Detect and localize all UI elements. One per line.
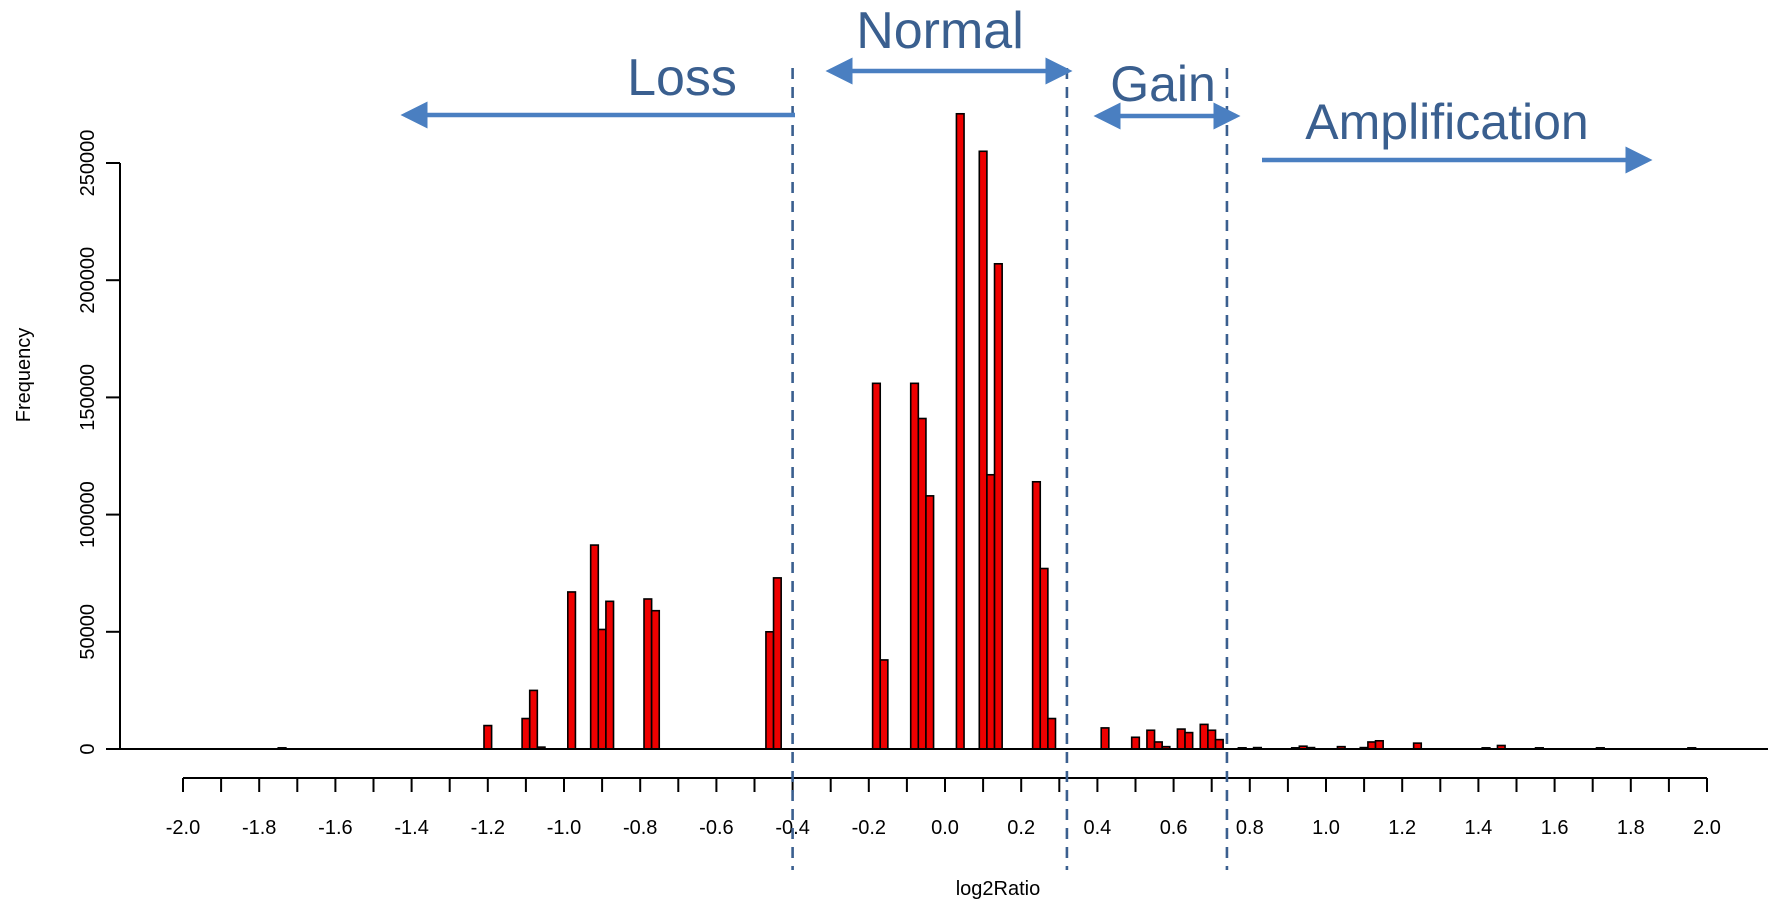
- x-tick-label: 0.0: [931, 817, 959, 839]
- region-annotations: Loss Normal Gain Amplification: [400, 2, 1653, 174]
- histogram-bar: [1039, 567, 1049, 750]
- histogram-bar: [1367, 741, 1377, 750]
- histogram-bar: [483, 724, 493, 750]
- y-tick-label: 150000: [77, 364, 99, 431]
- histogram-bar: [1100, 727, 1110, 750]
- x-tick-label: -0.8: [623, 817, 657, 839]
- histogram-bar: [1199, 723, 1209, 750]
- y-tick-label: 0: [77, 743, 99, 754]
- x-tick-label: -1.8: [242, 817, 276, 839]
- histogram-bar: [1184, 731, 1194, 750]
- histogram-bar: [772, 577, 782, 750]
- x-tick-label: 0.8: [1236, 817, 1264, 839]
- x-axis: -2.0 -1.8 -1.6 -1.4 -1.2 -1.0 -0.8 -0.6 -0.4 -0.2…: [166, 777, 1721, 839]
- region-label-gain: Gain: [1110, 56, 1216, 112]
- histogram-bar: [1031, 480, 1042, 750]
- x-tick-label: -2.0: [166, 817, 200, 839]
- histogram-bar: [986, 473, 996, 750]
- x-tick-label: 1.8: [1617, 817, 1645, 839]
- histogram-bar: [589, 544, 600, 750]
- x-tick-label: 0.2: [1007, 817, 1035, 839]
- histogram-bar: [643, 598, 653, 750]
- y-axis: 0 50000 100000 150000 200000 250000: [77, 130, 121, 755]
- y-tick-label: 250000: [77, 130, 99, 197]
- y-tick-label: 50000: [77, 604, 99, 660]
- x-tick-label: -1.2: [471, 817, 505, 839]
- histogram-bar: [955, 112, 965, 750]
- x-tick-label: 2.0: [1693, 817, 1721, 839]
- histogram-bar: [1130, 736, 1141, 750]
- histogram-bar: [871, 382, 882, 750]
- x-tick-label: -1.4: [394, 817, 428, 839]
- region-label-normal: Normal: [856, 2, 1024, 60]
- histogram-bar: [978, 150, 988, 750]
- x-tick-label: -0.2: [852, 817, 886, 839]
- histogram-bar: [765, 630, 775, 750]
- x-axis-label: log2Ratio: [956, 878, 1041, 900]
- histogram-bar: [909, 382, 920, 750]
- histogram-bar: [1146, 729, 1156, 750]
- histogram-bar: [597, 628, 607, 750]
- histogram-bar: [925, 495, 935, 750]
- x-tick-label: -0.6: [699, 817, 733, 839]
- y-axis-label: Frequency: [13, 328, 35, 423]
- y-tick-label: 100000: [77, 481, 99, 548]
- histogram-bar: [1214, 738, 1224, 750]
- histogram-bar: [521, 717, 531, 750]
- histogram-bar: [1153, 741, 1163, 750]
- histogram-bar: [1176, 728, 1186, 750]
- histogram-bar: [650, 609, 661, 750]
- histogram-bar: [1374, 739, 1384, 750]
- histogram-bar: [879, 659, 889, 750]
- x-tick-label: 1.0: [1312, 817, 1340, 839]
- x-tick-label: 1.6: [1541, 817, 1569, 839]
- histogram-bar: [1207, 729, 1217, 750]
- threshold-lines: [791, 68, 1229, 870]
- x-tick-label: -1.0: [547, 817, 581, 839]
- histogram-bar: [993, 262, 1003, 750]
- histogram-bar: [917, 417, 927, 750]
- histogram-bar: [567, 591, 577, 750]
- x-tick-label: 1.2: [1388, 817, 1416, 839]
- region-label-loss: Loss: [627, 49, 737, 107]
- x-tick-label: 0.6: [1160, 817, 1188, 839]
- histogram-bar: [605, 600, 615, 750]
- x-tick-label: 0.4: [1083, 817, 1111, 839]
- x-tick-label: 1.4: [1464, 817, 1492, 839]
- histogram-bar: [1047, 717, 1057, 750]
- y-tick-label: 200000: [77, 247, 99, 314]
- x-tick-label: -1.6: [318, 817, 352, 839]
- histogram-bar: [528, 689, 539, 750]
- bars-group: [277, 112, 1697, 750]
- region-label-amplification: Amplification: [1305, 94, 1588, 150]
